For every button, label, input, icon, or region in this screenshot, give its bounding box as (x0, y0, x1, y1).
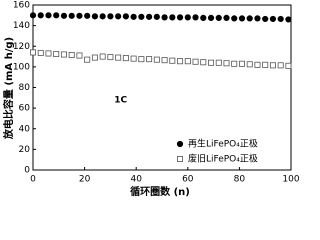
point (84, 12, 91, 19)
y-tick-label: 20 (19, 145, 31, 155)
point (76, 12, 83, 19)
y-tick-label: 0 (24, 166, 30, 176)
point (91, 13, 99, 20)
y-tick-label: 80 (19, 83, 31, 93)
y-tick-label: 40 (19, 124, 31, 134)
point (146, 56, 153, 63)
point (207, 14, 215, 21)
x-tick-label: 60 (182, 175, 194, 185)
point (76, 52, 83, 59)
point (122, 13, 129, 20)
point (254, 15, 261, 22)
point (138, 56, 145, 63)
point (153, 13, 160, 20)
y-tick-label: 160 (13, 1, 30, 11)
point (130, 55, 137, 62)
y-tick-label: 60 (19, 104, 31, 114)
point (269, 15, 277, 23)
point (29, 12, 37, 19)
point (192, 58, 199, 65)
point (238, 15, 246, 22)
point (68, 12, 75, 19)
point (161, 57, 168, 64)
point (60, 51, 67, 58)
x-tick-label: 80 (234, 175, 246, 185)
point (138, 13, 145, 20)
point (161, 14, 168, 21)
point (285, 16, 292, 23)
point (53, 50, 60, 57)
point (262, 61, 269, 68)
x-tick-label: 100 (282, 175, 299, 185)
x-axis-title: 循环圈数 (n) (130, 185, 190, 198)
point (277, 62, 284, 69)
y-axis-title: 放电比容量 (mA h/g) (2, 37, 15, 140)
legend-marker (176, 140, 184, 148)
point (99, 53, 106, 60)
chart: 循环圈数 (n) 放电比容量 (mA h/g) 0 20 40 60 80 100 120 1… (2, 1, 300, 199)
point (184, 14, 191, 21)
point (176, 14, 184, 21)
point (37, 12, 44, 19)
point (208, 59, 215, 66)
point (192, 14, 199, 21)
point (200, 59, 207, 66)
point (285, 62, 292, 69)
point (231, 15, 238, 22)
annotation: 1C (114, 95, 127, 105)
point (99, 13, 106, 20)
point (169, 14, 176, 21)
point (262, 15, 269, 23)
point (84, 56, 91, 63)
point (200, 14, 207, 21)
point (146, 13, 153, 20)
point (45, 50, 52, 57)
point (215, 59, 222, 66)
point (269, 62, 276, 69)
legend-label: 废旧LiFePO₄正极 (188, 153, 258, 165)
point (177, 58, 184, 65)
point (169, 57, 176, 64)
point (223, 14, 230, 21)
point (231, 60, 238, 67)
point (107, 13, 114, 20)
point (130, 13, 137, 20)
point (60, 12, 68, 19)
legend-label: 再生LiFePO₄正极 (188, 138, 258, 150)
x-tick-label: 0 (30, 175, 36, 185)
point (246, 15, 253, 22)
point (91, 54, 98, 61)
point (115, 13, 122, 20)
point (29, 49, 36, 56)
point (68, 52, 75, 59)
point (254, 61, 261, 68)
point (277, 15, 284, 23)
point (115, 54, 122, 61)
point (45, 12, 52, 19)
point (53, 12, 60, 19)
point (215, 14, 222, 21)
y-tick-label: 100 (13, 62, 30, 72)
point (37, 49, 44, 56)
point (238, 60, 245, 67)
point (153, 56, 160, 63)
point (184, 58, 191, 65)
legend-marker (176, 155, 183, 162)
x-tick-label: 40 (130, 175, 142, 185)
point (122, 55, 129, 62)
y-tick-label: 140 (13, 21, 30, 31)
y-tick-label: 120 (13, 42, 30, 52)
x-tick-label: 20 (79, 175, 91, 185)
point (246, 61, 253, 68)
point (107, 54, 114, 61)
point (223, 60, 230, 67)
